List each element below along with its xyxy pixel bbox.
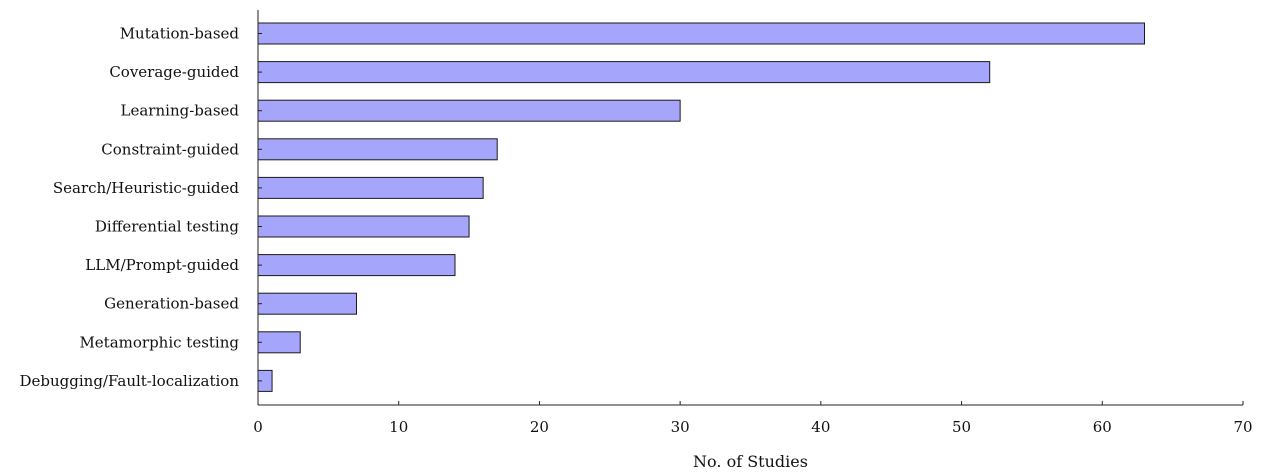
y-tick-label: Constraint-guided xyxy=(101,140,239,158)
y-tick-label: Metamorphic testing xyxy=(79,333,239,351)
bar-1 xyxy=(257,22,1145,45)
y-tick-label: Differential testing xyxy=(95,218,239,236)
x-axis-label: No. of Studies xyxy=(693,452,808,471)
x-tick-label: 50 xyxy=(952,418,971,436)
bars-group xyxy=(257,22,1145,392)
bar-9 xyxy=(257,331,301,354)
y-tick-label: Debugging/Fault-localization xyxy=(20,372,240,390)
bar-2 xyxy=(257,61,991,84)
bar-6 xyxy=(257,215,470,238)
bar-8 xyxy=(257,292,357,315)
x-tick-label: 60 xyxy=(1093,418,1112,436)
y-tick-label: Search/Heuristic-guided xyxy=(53,179,239,197)
y-tick-label: Coverage-guided xyxy=(109,63,239,81)
bar-5 xyxy=(257,176,484,199)
x-ticks: 0 10 20 30 40 50 60 70 xyxy=(253,401,1253,436)
bar-4 xyxy=(257,138,498,161)
y-tick-label: Learning-based xyxy=(121,102,240,120)
y-tick-label: Mutation-based xyxy=(120,25,240,43)
x-tick-label: 40 xyxy=(811,418,830,436)
y-tick-label: LLM/Prompt-guided xyxy=(85,256,239,274)
y-tick-label: Generation-based xyxy=(104,295,239,313)
bar-7 xyxy=(257,254,456,277)
x-tick-label: 20 xyxy=(530,418,549,436)
x-tick-label: 30 xyxy=(671,418,690,436)
y-tick-labels: Mutation-based Coverage-guided Learning-ba… xyxy=(20,25,262,390)
x-tick-label: 10 xyxy=(389,418,408,436)
x-tick-label: 0 xyxy=(253,418,263,436)
x-tick-label: 70 xyxy=(1233,418,1252,436)
bar-3 xyxy=(257,99,681,122)
